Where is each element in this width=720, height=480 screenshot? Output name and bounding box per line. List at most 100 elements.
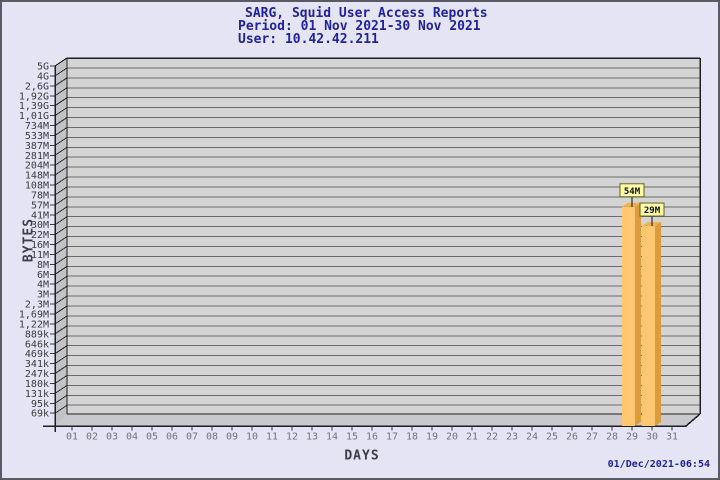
y-tick-label: 16M [31, 240, 49, 251]
wall-tick-diagonal [54, 404, 68, 414]
wall-tick-diagonal [54, 345, 68, 355]
wall-tick-diagonal [54, 146, 68, 156]
x-tick-label: 21 [466, 432, 478, 443]
x-tick-label: 01 [66, 432, 78, 443]
wall-tick-diagonal [54, 384, 68, 394]
y-tick-label: 533M [25, 131, 49, 142]
wall-tick-diagonal [54, 196, 68, 206]
y-tick-label: 204M [25, 161, 49, 172]
y-tick-label: 148M [25, 171, 49, 182]
y-axis-title: BYTES [21, 217, 37, 263]
chart-subtitle-user: User: 10.42.42.211 [238, 32, 379, 47]
bar-day-29 [622, 202, 641, 426]
y-tick-label: 646k [25, 339, 49, 350]
y-axis-ticks: 5G4G2,6G1,92G1,39G1,01G734M533M387M281M2… [19, 62, 49, 420]
x-tick-label: 17 [386, 432, 398, 443]
x-tick-label: 22 [486, 432, 498, 443]
x-tick-label: 26 [566, 432, 578, 443]
wall-tick-diagonal [54, 375, 68, 384]
y-tick-label: 8M [37, 260, 49, 271]
wall-tick-diagonal [54, 236, 68, 245]
annotation-box [619, 183, 645, 198]
y-tick-label: 734M [25, 121, 49, 132]
wall-tick-diagonal [54, 275, 68, 285]
y-tick-label: 41M [31, 210, 49, 221]
x-tick-label: 20 [446, 432, 458, 443]
wall-tick-diagonal [54, 265, 68, 275]
x-axis-title: DAYS [344, 448, 380, 464]
x-tick-label: 19 [426, 432, 438, 443]
wall-tick-diagonal [54, 365, 68, 374]
bar-side-face [635, 202, 641, 426]
wall-tick-diagonal [54, 127, 68, 136]
plot-box [55, 58, 700, 426]
y-tick-label: 247k [25, 369, 49, 380]
y-tick-label: 4G [37, 71, 49, 82]
gridlines [50, 57, 700, 414]
y-tick-label: 6M [37, 270, 49, 281]
y-tick-label: 2,6G [25, 81, 49, 92]
x-tick-label: 29 [626, 432, 638, 443]
y-tick-label: 4M [37, 280, 49, 291]
x-tick-label: 08 [206, 432, 218, 443]
x-tick-label: 02 [86, 432, 98, 443]
y-tick-label: 180k [25, 379, 49, 390]
wall-tick-diagonal [54, 67, 68, 77]
x-tick-label: 15 [346, 432, 358, 443]
y-tick-label: 69k [31, 409, 49, 420]
annotation-value-label: 54M [624, 187, 641, 197]
wall-tick-diagonal [54, 107, 68, 117]
wall-tick-diagonal [54, 295, 68, 305]
y-tick-label: 1,92G [19, 91, 49, 102]
x-tick-label: 12 [286, 432, 298, 443]
x-tick-label: 06 [166, 432, 178, 443]
floor [55, 414, 700, 426]
wall-tick-diagonal [54, 136, 68, 146]
y-tick-label: 889k [25, 329, 49, 340]
x-tick-label: 30 [646, 432, 658, 443]
x-tick-label: 09 [226, 432, 238, 443]
x-tick-label: 04 [126, 432, 138, 443]
bar-side-face [655, 222, 661, 426]
wall-tick-diagonal [54, 216, 68, 226]
wall-tick-diagonal [54, 255, 68, 265]
wall-tick-diagonal [54, 394, 68, 404]
wall-tick-diagonal [54, 87, 68, 97]
wall-tick-diagonal [54, 305, 68, 315]
plot-area [67, 58, 700, 414]
wall-tick-diagonal [54, 206, 68, 216]
x-tick-label: 13 [306, 432, 318, 443]
wall-tick-diagonal [54, 156, 68, 166]
y-tick-label: 2,3M [25, 300, 49, 311]
wall-tick-diagonal [54, 77, 68, 87]
x-tick-label: 25 [546, 432, 558, 443]
bar-front-face [642, 226, 655, 426]
y-tick-label: 131k [25, 389, 49, 400]
wall-tick-diagonal [54, 176, 68, 186]
x-tick-label: 14 [326, 432, 338, 443]
plot-box-edges [43, 57, 701, 432]
annotation-box [639, 202, 665, 217]
y-tick-label: 387M [25, 141, 49, 152]
bar-day-30 [642, 222, 661, 426]
y-tick-label: 95k [31, 399, 49, 410]
x-tick-label: 03 [106, 432, 118, 443]
x-tick-label: 18 [406, 432, 418, 443]
wall-tick-diagonal [54, 166, 68, 176]
y-tick-label: 1,01G [19, 111, 49, 122]
annotation-value-label: 29M [644, 206, 661, 216]
y-tick-label: 108M [25, 181, 49, 192]
x-tick-label: 28 [606, 432, 618, 443]
wall-tick-diagonal [54, 226, 68, 236]
wall-tick-diagonal [54, 325, 68, 335]
x-tick-label: 07 [186, 432, 198, 443]
y-tick-label: 11M [31, 250, 49, 261]
bar-value-annotation: 54M [619, 183, 645, 207]
y-tick-label: 30M [31, 220, 49, 231]
wall-tick-diagonal [54, 285, 68, 295]
left-wall [55, 58, 67, 426]
y-tick-label: 57M [31, 200, 49, 211]
